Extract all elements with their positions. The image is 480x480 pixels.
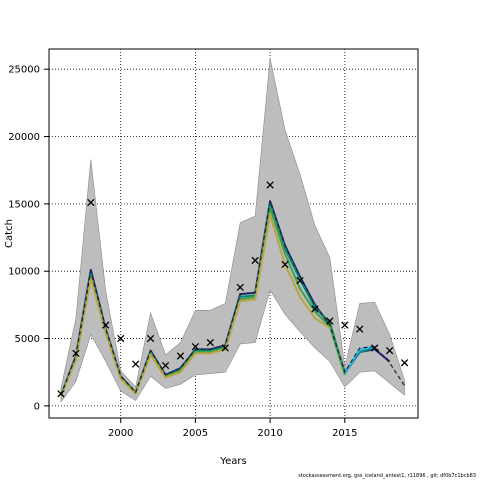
observed-point — [400, 359, 409, 367]
x-tick-label: 2000 — [108, 428, 133, 439]
observed-point — [161, 361, 170, 370]
x-tick-label: 2015 — [332, 428, 357, 439]
y-tick-label: 5000 — [15, 334, 40, 345]
observed-point — [296, 276, 304, 285]
observed-point — [102, 321, 110, 329]
y-tick-label: 20000 — [8, 132, 40, 143]
observed-point — [206, 338, 215, 347]
y-axis-title: Catch — [4, 219, 15, 248]
y-axis: 0 5000 10000 15000 20000 25000 — [8, 65, 49, 412]
y-tick-label: 25000 — [8, 65, 40, 76]
observed-point — [251, 256, 259, 265]
observed-point — [72, 349, 80, 358]
observed-point — [221, 344, 229, 352]
plot-frame — [48, 48, 419, 419]
observed-points-layer — [57, 181, 409, 398]
x-axis-title: Years — [219, 456, 246, 467]
source-footer: stockassessment.org, gss_iceland_antest1… — [298, 473, 476, 479]
observed-point — [146, 334, 155, 343]
observed-point — [371, 344, 379, 352]
observed-point — [191, 342, 200, 351]
observed-point — [131, 360, 140, 368]
observed-point — [341, 321, 349, 329]
observed-point — [326, 317, 334, 325]
observed-point — [311, 305, 319, 313]
y-tick-label: 10000 — [8, 267, 40, 278]
y-tick-label: 0 — [34, 401, 40, 412]
x-axis: 2000 2005 2010 2015 — [108, 418, 358, 439]
series-line-6 — [60, 200, 406, 396]
observed-point — [57, 390, 65, 398]
x-tick-label: 2005 — [183, 428, 208, 439]
x-tick-label: 2010 — [257, 428, 282, 439]
observed-point — [266, 181, 274, 189]
observed-point — [356, 325, 364, 333]
observed-point — [281, 260, 289, 269]
series-line-3 — [343, 345, 375, 375]
observed-point — [87, 198, 95, 207]
observed-point — [385, 347, 394, 355]
observed-point — [236, 283, 244, 292]
y-tick-label: 15000 — [8, 199, 40, 210]
observed-point — [117, 334, 125, 343]
observed-point — [176, 352, 185, 360]
